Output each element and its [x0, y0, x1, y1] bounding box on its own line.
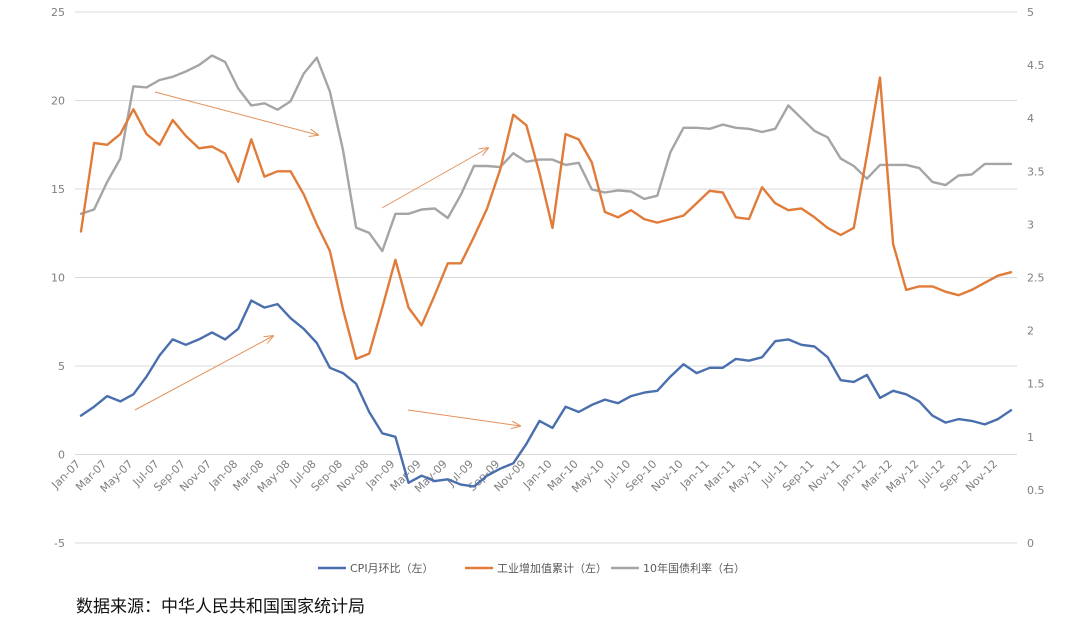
legend-label: CPI月环比（左） — [350, 562, 434, 575]
y-right-tick-label: 3.5 — [1027, 165, 1045, 178]
y-right-tick-label: 2.5 — [1027, 272, 1045, 285]
y-right-tick-label: 5 — [1027, 6, 1034, 19]
legend: CPI月环比（左） 工业增加值累计（左） 10年国债利率（右） — [318, 561, 745, 575]
annotation-arrow — [154, 91, 318, 135]
y-right-tick-label: 0 — [1027, 537, 1034, 550]
annotation-arrow — [134, 336, 273, 411]
y-right-tick-label: 4.5 — [1027, 59, 1045, 72]
annotation-arrow — [407, 409, 520, 426]
legend-item: 工业增加值累计（左） — [465, 561, 607, 575]
source-note: 数据来源：中华人民共和国国家统计局 — [76, 597, 365, 617]
annotation-arrow — [381, 148, 488, 209]
y-left-tick-label: 15 — [51, 183, 65, 196]
y-right-tick-label: 3 — [1027, 218, 1034, 231]
y-left-tick-label: 10 — [51, 272, 65, 285]
series-line — [79, 54, 1013, 253]
x-axis: Jan-07Mar-07May-07Jul-07Sep-07Nov-07Jan-… — [49, 457, 1001, 495]
y-left-tick-label: 0 — [58, 449, 65, 462]
legend-item: 10年国债利率（右） — [611, 561, 745, 575]
y-left-tick-label: 25 — [51, 6, 65, 19]
y-right-tick-label: 4 — [1027, 112, 1034, 125]
series-layer — [79, 54, 1013, 488]
y-left-tick-label: 5 — [58, 360, 65, 373]
y-left-tick-label: 20 — [51, 95, 65, 108]
y-right-tick-label: 1 — [1027, 431, 1034, 444]
left-axis: 25 20 15 10 5 0 -5 — [51, 6, 65, 550]
y-right-tick-label: 1.5 — [1027, 378, 1045, 391]
annotations — [134, 91, 520, 426]
series-line — [79, 299, 1013, 488]
legend-item: CPI月环比（左） — [318, 562, 434, 575]
series-line — [79, 76, 1013, 361]
legend-label: 工业增加值累计（左） — [497, 561, 607, 575]
legend-label: 10年国债利率（右） — [643, 561, 745, 575]
y-left-tick-label: -5 — [54, 537, 65, 550]
y-right-tick-label: 0.5 — [1027, 484, 1045, 497]
y-right-tick-label: 2 — [1027, 325, 1034, 338]
gridlines — [75, 11, 1017, 544]
right-axis: 5 4.5 4 3.5 3 2.5 2 1.5 1 0.5 0 — [1027, 6, 1045, 550]
